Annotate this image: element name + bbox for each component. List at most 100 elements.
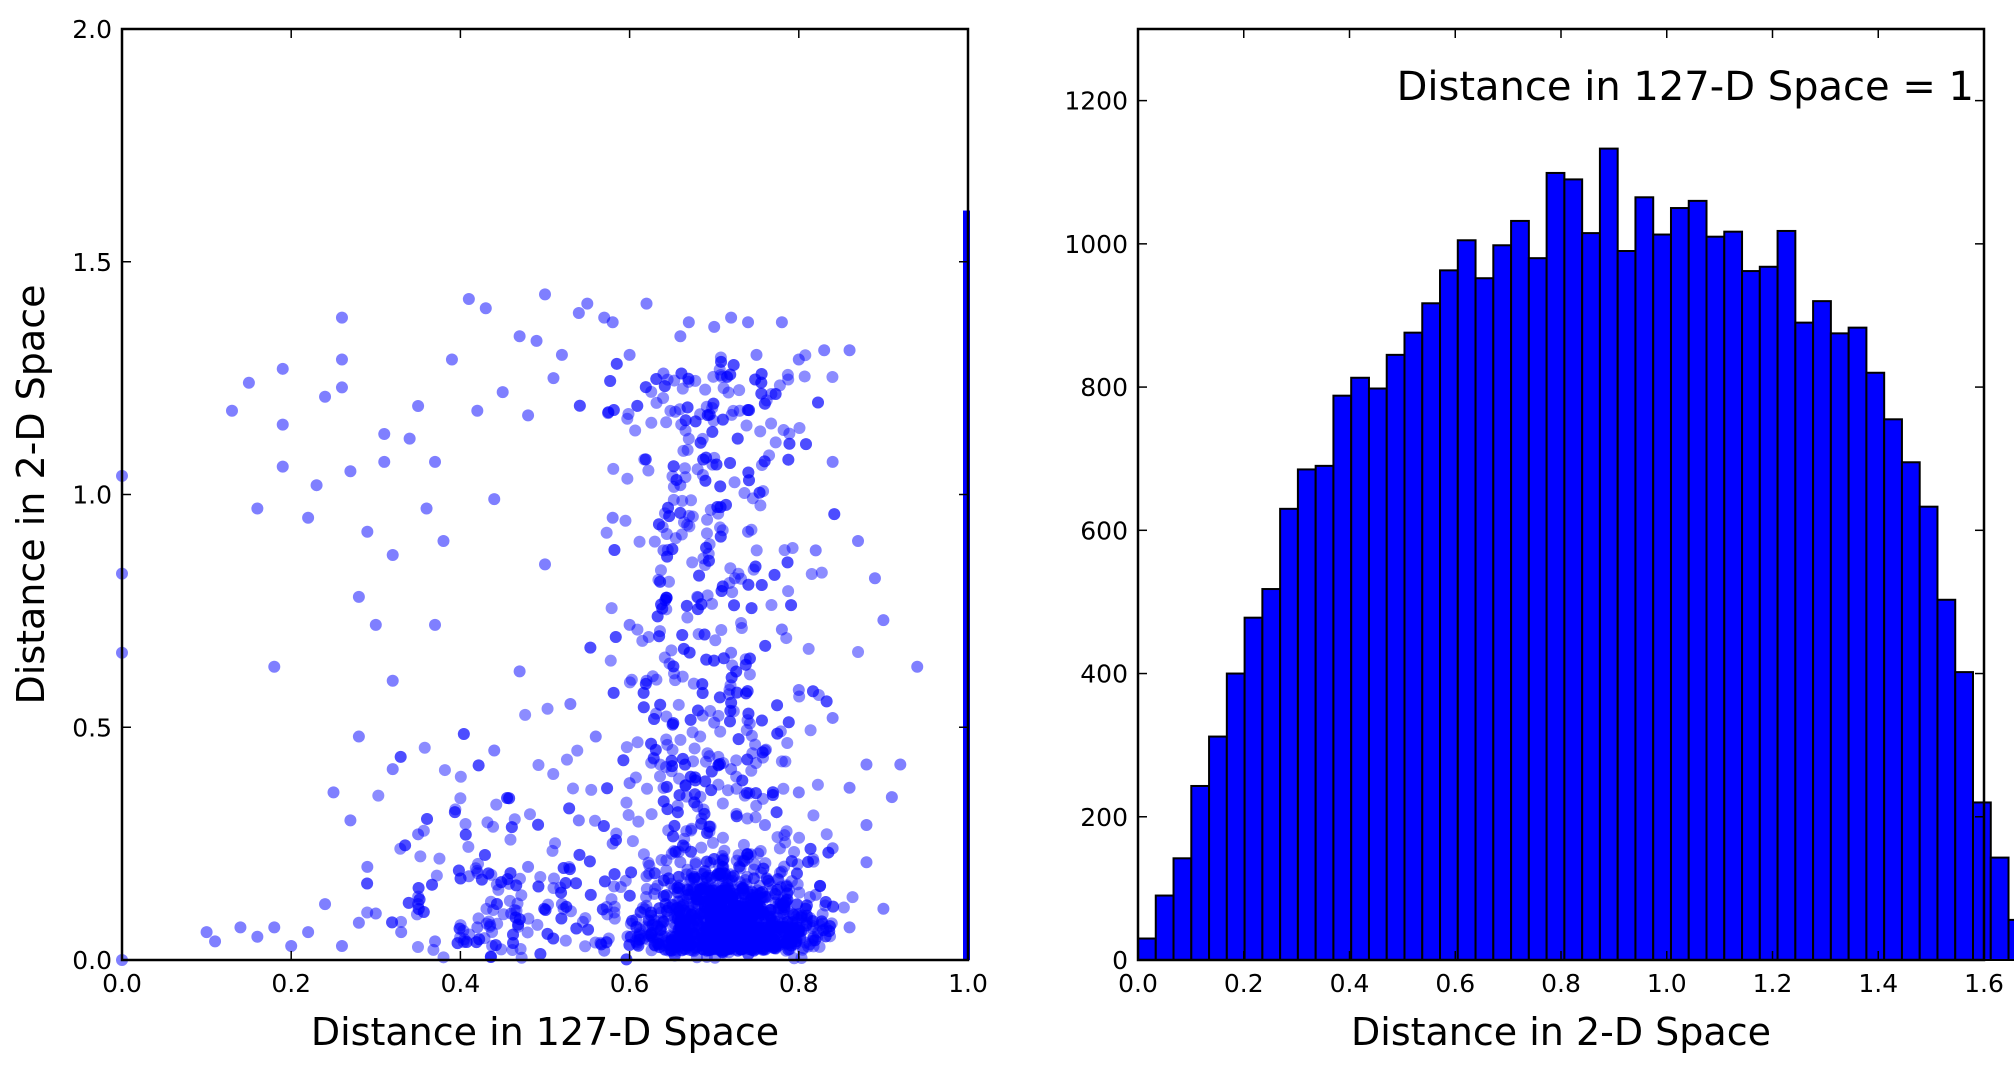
scatter-point	[701, 826, 714, 839]
scatter-point	[811, 930, 824, 943]
scatter-point	[724, 905, 737, 918]
scatter-point	[605, 602, 618, 615]
scatter-point	[631, 736, 644, 749]
scatter-point	[730, 930, 743, 943]
scatter-point	[725, 912, 738, 925]
scatter-point	[695, 598, 708, 611]
scatter-point	[725, 928, 738, 941]
histogram-bar	[1545, 171, 1566, 962]
scatter-point	[736, 940, 749, 953]
scatter-point	[778, 920, 791, 933]
scatter-point	[704, 895, 717, 908]
scatter-point	[688, 796, 701, 809]
scatter-point	[674, 926, 687, 939]
scatter-point	[711, 932, 724, 945]
scatter-point	[771, 699, 784, 712]
scatter-point	[716, 927, 729, 940]
scatter-point	[736, 884, 749, 897]
scatter-point	[731, 940, 744, 953]
scatter-point	[546, 844, 559, 857]
scatter-point	[630, 936, 643, 949]
scatter-point	[642, 631, 655, 644]
scatter-point	[704, 503, 717, 516]
scatter-point	[696, 931, 709, 944]
scatter-point	[704, 914, 717, 927]
scatter-point	[412, 902, 425, 915]
scatter-point	[507, 928, 520, 941]
scatter-x-axis-label: Distance in 127-D Space	[311, 1010, 779, 1054]
scatter-point	[589, 936, 602, 949]
scatter-point	[740, 910, 753, 923]
scatter-point	[677, 898, 690, 911]
scatter-point	[642, 921, 655, 934]
scatter-point	[767, 926, 780, 939]
scatter-point	[685, 908, 698, 921]
scatter-point	[707, 940, 720, 953]
scatter-point	[671, 881, 684, 894]
scatter-point	[660, 710, 673, 723]
histogram-x-tick-label: 0.8	[1541, 969, 1581, 998]
scatter-point	[684, 845, 697, 858]
scatter-point	[491, 917, 504, 930]
scatter-point	[420, 502, 433, 515]
scatter-point	[757, 485, 770, 498]
scatter-point	[688, 871, 701, 884]
scatter-point	[718, 937, 731, 950]
scatter-point	[747, 939, 760, 952]
scatter-point	[765, 917, 778, 930]
scatter-point	[731, 939, 744, 952]
scatter-point	[699, 888, 712, 901]
scatter-point	[706, 912, 719, 925]
scatter-point	[717, 930, 730, 943]
scatter-point	[684, 938, 697, 951]
scatter-point	[728, 900, 741, 913]
scatter-point	[727, 930, 740, 943]
scatter-point	[784, 921, 797, 934]
scatter-point	[770, 806, 783, 819]
scatter-point	[484, 918, 497, 931]
scatter-point	[715, 928, 728, 941]
scatter-point	[768, 940, 781, 953]
scatter-point	[547, 881, 560, 894]
scatter-point	[756, 909, 769, 922]
histogram-x-tick-label: 0.6	[1435, 969, 1475, 998]
scatter-point	[660, 603, 673, 616]
scatter-point	[707, 370, 720, 383]
scatter-point	[674, 920, 687, 933]
scatter-point	[788, 921, 801, 934]
scatter-point	[555, 912, 568, 925]
scatter-point	[712, 936, 725, 949]
scatter-point	[681, 892, 694, 905]
scatter-point	[719, 498, 732, 511]
scatter-point	[762, 937, 775, 950]
scatter-point	[734, 906, 747, 919]
scatter-point	[608, 868, 621, 881]
scatter-point	[472, 912, 485, 925]
scatter-point	[607, 686, 620, 699]
scatter-point	[767, 941, 780, 954]
histogram-bar	[1829, 332, 1850, 962]
scatter-point	[473, 933, 486, 946]
scatter-point	[660, 889, 673, 902]
scatter-point	[651, 879, 664, 892]
scatter-point	[742, 934, 755, 947]
scatter-point	[677, 642, 690, 655]
scatter-point	[745, 885, 758, 898]
scatter-point	[507, 928, 520, 941]
scatter-point	[739, 917, 752, 930]
scatter-point	[766, 786, 779, 799]
scatter-point	[752, 903, 765, 916]
scatter-point	[743, 901, 756, 914]
scatter-point	[716, 580, 729, 593]
histogram-bar	[1385, 353, 1406, 962]
scatter-point	[640, 920, 653, 933]
scatter-point	[699, 921, 712, 934]
scatter-point	[749, 930, 762, 943]
scatter-point	[686, 882, 699, 895]
scatter-point	[707, 902, 720, 915]
scatter-point	[715, 624, 728, 637]
scatter-point	[777, 782, 790, 795]
scatter-point	[792, 907, 805, 920]
scatter-point	[650, 396, 663, 409]
scatter-point	[786, 927, 799, 940]
